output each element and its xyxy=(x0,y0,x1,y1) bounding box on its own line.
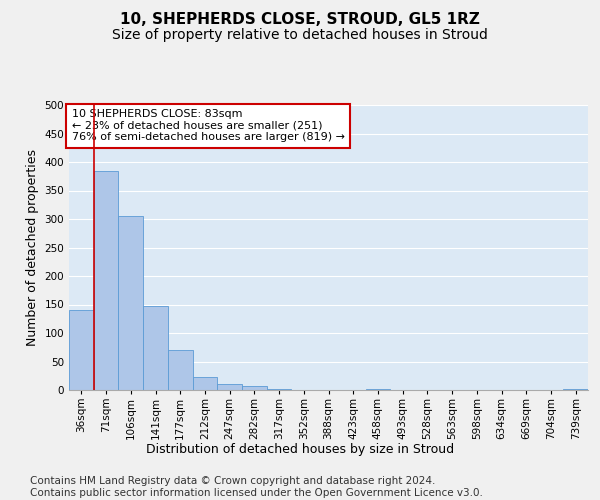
Y-axis label: Number of detached properties: Number of detached properties xyxy=(26,149,39,346)
Bar xyxy=(365,389,390,390)
Bar xyxy=(193,378,217,390)
Bar xyxy=(118,216,143,390)
Text: Contains HM Land Registry data © Crown copyright and database right 2024.
Contai: Contains HM Land Registry data © Crown c… xyxy=(30,476,483,498)
Bar xyxy=(94,170,118,390)
Bar xyxy=(143,306,168,390)
Bar xyxy=(267,389,292,390)
Text: 10, SHEPHERDS CLOSE, STROUD, GL5 1RZ: 10, SHEPHERDS CLOSE, STROUD, GL5 1RZ xyxy=(120,12,480,28)
Bar xyxy=(242,386,267,390)
Bar xyxy=(563,389,588,390)
Text: 10 SHEPHERDS CLOSE: 83sqm
← 23% of detached houses are smaller (251)
76% of semi: 10 SHEPHERDS CLOSE: 83sqm ← 23% of detac… xyxy=(71,110,344,142)
Text: Distribution of detached houses by size in Stroud: Distribution of detached houses by size … xyxy=(146,442,454,456)
Text: Size of property relative to detached houses in Stroud: Size of property relative to detached ho… xyxy=(112,28,488,42)
Bar xyxy=(69,310,94,390)
Bar xyxy=(217,384,242,390)
Bar xyxy=(168,350,193,390)
